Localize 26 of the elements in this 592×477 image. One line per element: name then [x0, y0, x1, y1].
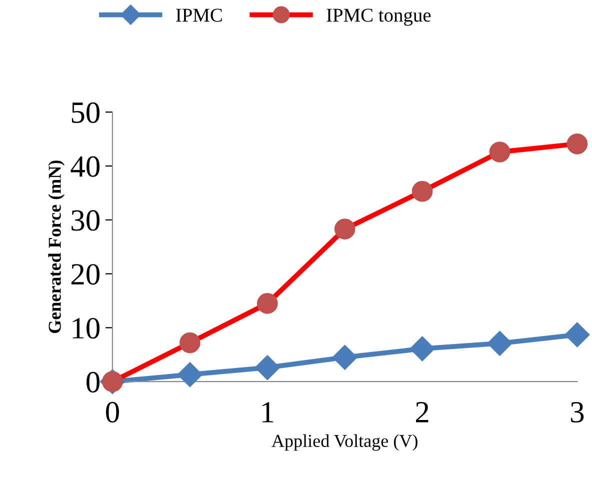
- point: [489, 142, 510, 162]
- point: [334, 218, 356, 240]
- point: [564, 322, 590, 348]
- y-tick-label: 40: [70, 156, 100, 177]
- x-axis-title: Applied Voltage (V): [272, 434, 418, 451]
- y-tick-label: 0: [86, 372, 100, 392]
- y-tick-label: 10: [72, 318, 100, 339]
- y-tick-label: 20: [71, 264, 100, 285]
- point: [412, 180, 433, 202]
- x-tick-label: 3: [571, 402, 584, 423]
- point: [566, 133, 588, 154]
- x-tick-label: 1: [262, 402, 274, 422]
- legend-label: IPMC: [176, 8, 222, 22]
- legend-label: IPMC tongue: [326, 8, 431, 26]
- point: [254, 355, 280, 380]
- point: [487, 330, 512, 356]
- y-tick-label: 50: [72, 102, 100, 123]
- point: [332, 344, 358, 370]
- x-tick-label: 2: [416, 402, 428, 422]
- x-tick-label: 0: [106, 402, 119, 423]
- y-tick-label: 30: [72, 210, 100, 231]
- y-axis-title: Generated Force (mN): [48, 160, 65, 334]
- point: [410, 336, 435, 362]
- point: [180, 332, 200, 354]
- point: [177, 362, 202, 388]
- point: [256, 293, 278, 314]
